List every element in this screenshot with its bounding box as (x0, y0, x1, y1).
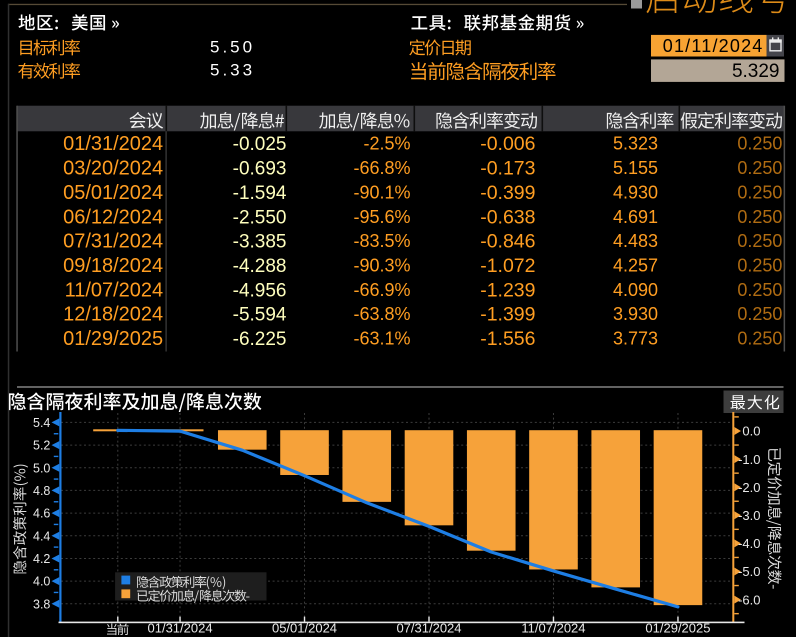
svg-text:-4.956: -4.956 (233, 280, 287, 301)
svg-text:-1.556: -1.556 (480, 328, 535, 350)
svg-text:5.155: 5.155 (613, 158, 658, 178)
svg-text:3.8: 3.8 (33, 597, 50, 611)
svg-text:-0.025: -0.025 (233, 134, 287, 155)
svg-text:01/11/2024: 01/11/2024 (663, 36, 764, 56)
svg-text:-63.1%: -63.1% (353, 329, 410, 349)
svg-text:5.0: 5.0 (33, 461, 50, 475)
svg-text:01/31/2024: 01/31/2024 (63, 133, 163, 155)
svg-text:-6.0: -6.0 (738, 592, 760, 607)
svg-text:-1.239: -1.239 (480, 279, 535, 301)
svg-text:-66.9%: -66.9% (353, 280, 410, 300)
svg-text:-1.594: -1.594 (233, 183, 287, 204)
svg-text:0.250: 0.250 (737, 231, 782, 251)
svg-text:5.4: 5.4 (33, 416, 50, 430)
svg-text:0.250: 0.250 (737, 158, 782, 178)
svg-text:07/31/2024: 07/31/2024 (396, 621, 461, 636)
svg-text:07/31/2024: 07/31/2024 (63, 231, 163, 253)
svg-text:12/18/2024: 12/18/2024 (63, 304, 163, 326)
svg-text:-0.638: -0.638 (480, 206, 535, 228)
svg-text:11/07/2024: 11/07/2024 (65, 279, 164, 301)
svg-text:-0.173: -0.173 (480, 158, 535, 180)
svg-text:4.6: 4.6 (33, 507, 50, 521)
svg-text:-1.399: -1.399 (480, 304, 535, 326)
svg-text:4.4: 4.4 (33, 529, 50, 543)
svg-text:03/20/2024: 03/20/2024 (63, 158, 163, 180)
svg-text:4.0: 4.0 (33, 575, 50, 589)
svg-text:4.691: 4.691 (613, 207, 658, 227)
svg-text:0.0: 0.0 (742, 424, 760, 439)
svg-text:4.483: 4.483 (613, 231, 658, 251)
svg-text:4.8: 4.8 (33, 484, 50, 498)
svg-text:0.250: 0.250 (737, 134, 782, 154)
svg-text:-0.846: -0.846 (480, 231, 535, 253)
svg-text:0.250: 0.250 (737, 182, 782, 202)
svg-text:4.2: 4.2 (33, 552, 50, 566)
svg-text:0.250: 0.250 (737, 255, 782, 275)
svg-text:01/31/2024: 01/31/2024 (148, 621, 213, 636)
svg-text:4.257: 4.257 (613, 255, 658, 275)
svg-text:5.50: 5.50 (210, 38, 255, 57)
svg-text:-95.6%: -95.6% (353, 207, 410, 227)
svg-text:3.773: 3.773 (613, 329, 658, 349)
svg-text:-83.5%: -83.5% (353, 231, 410, 251)
svg-text:-66.8%: -66.8% (353, 158, 410, 178)
svg-text:-5.0: -5.0 (738, 564, 760, 579)
svg-text:09/18/2024: 09/18/2024 (63, 255, 163, 277)
svg-text:-1.0: -1.0 (738, 452, 760, 467)
svg-text:-90.1%: -90.1% (353, 182, 410, 202)
svg-text:4.090: 4.090 (613, 280, 658, 300)
svg-text:06/12/2024: 06/12/2024 (63, 206, 163, 228)
svg-text:-4.288: -4.288 (233, 256, 287, 277)
svg-text:-2.0: -2.0 (738, 480, 760, 495)
svg-text:0.250: 0.250 (737, 207, 782, 227)
svg-text:-3.385: -3.385 (233, 232, 287, 253)
svg-text:-90.3%: -90.3% (353, 255, 410, 275)
svg-text:5.329: 5.329 (732, 61, 780, 82)
svg-text:-3.0: -3.0 (738, 508, 760, 523)
svg-text:-2.550: -2.550 (233, 207, 287, 228)
svg-text:05/01/2024: 05/01/2024 (272, 621, 337, 636)
svg-text:11/07/2024: 11/07/2024 (521, 621, 585, 636)
svg-text:5.323: 5.323 (613, 134, 658, 154)
svg-text:4.930: 4.930 (613, 182, 658, 202)
svg-text:-4.0: -4.0 (738, 536, 760, 551)
svg-text:-6.225: -6.225 (233, 329, 287, 350)
svg-text:-2.5%: -2.5% (363, 134, 410, 154)
svg-text:-5.594: -5.594 (233, 305, 287, 326)
svg-text:01/29/2025: 01/29/2025 (63, 328, 163, 350)
svg-text:3.930: 3.930 (613, 304, 658, 324)
svg-text:-1.072: -1.072 (480, 255, 535, 277)
svg-text:5.2: 5.2 (33, 439, 50, 453)
svg-text:05/01/2024: 05/01/2024 (63, 182, 163, 204)
svg-text:0.250: 0.250 (737, 329, 782, 349)
svg-text:-63.8%: -63.8% (353, 304, 410, 324)
svg-text:5.33: 5.33 (210, 61, 255, 80)
svg-text:-0.693: -0.693 (233, 159, 287, 180)
svg-text:-0.399: -0.399 (480, 182, 535, 204)
svg-text:0.250: 0.250 (737, 304, 782, 324)
svg-text:-0.006: -0.006 (480, 133, 535, 155)
svg-text:01/29/2025: 01/29/2025 (645, 621, 710, 636)
svg-text:0.250: 0.250 (737, 280, 782, 300)
